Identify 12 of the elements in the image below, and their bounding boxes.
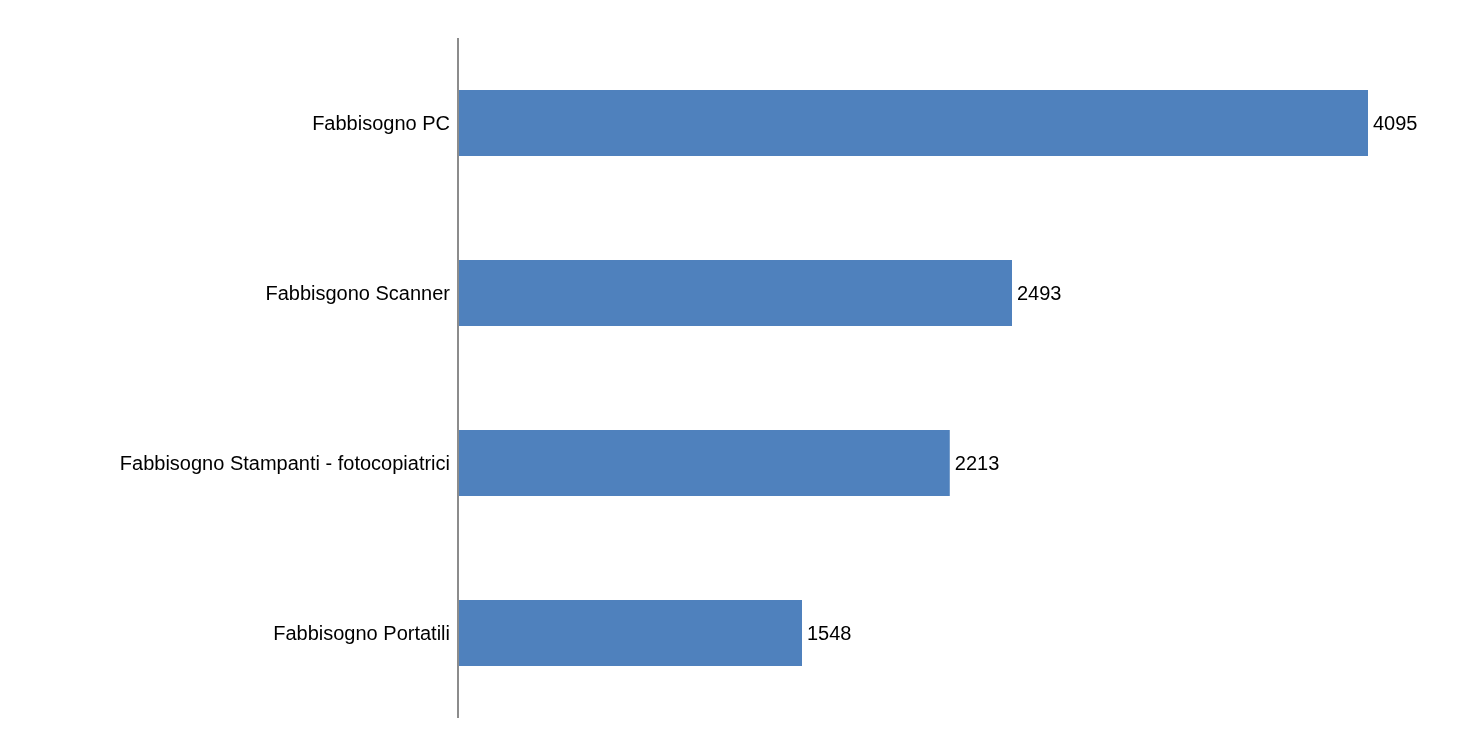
data-label: 4095 bbox=[1373, 112, 1418, 135]
data-label: 1548 bbox=[807, 622, 852, 645]
data-label: 2493 bbox=[1017, 282, 1062, 305]
y-tick-label: Fabbisogno Portatili bbox=[273, 622, 450, 645]
bar bbox=[458, 90, 1368, 156]
y-tick-label: Fabbisgono Scanner bbox=[265, 282, 451, 305]
bar bbox=[458, 430, 950, 496]
bar bbox=[458, 600, 802, 666]
data-label: 2213 bbox=[954, 452, 1000, 475]
y-tick-label: Fabbisogno PC bbox=[312, 112, 450, 135]
bar bbox=[458, 260, 1012, 326]
y-tick-label: Fabbisogno Stampanti - fotocopiatrici bbox=[119, 452, 450, 475]
